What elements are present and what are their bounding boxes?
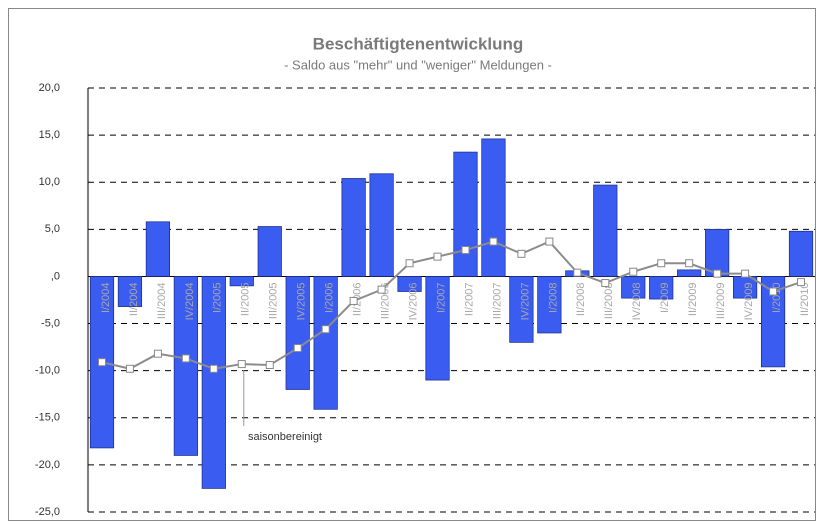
line-marker	[489, 237, 498, 246]
line-marker	[237, 360, 246, 369]
x-tick-label: III/2007	[491, 282, 503, 319]
bar	[201, 276, 226, 489]
bar	[509, 276, 534, 343]
x-tick-label: III/2009	[715, 282, 727, 319]
x-tick-label: II/2007	[463, 282, 475, 316]
line-marker	[769, 287, 778, 296]
line-marker	[405, 259, 414, 268]
line	[101, 240, 802, 370]
line-marker	[797, 278, 806, 287]
line-marker	[573, 268, 582, 277]
bar	[705, 228, 730, 277]
bar	[173, 276, 198, 456]
y-tick-label: -5,0	[41, 317, 60, 329]
bar	[425, 276, 450, 381]
line-marker	[377, 285, 386, 294]
bar	[760, 276, 786, 368]
line-marker	[125, 364, 134, 373]
line-marker	[181, 354, 190, 363]
y-tick-label: 15,0	[39, 129, 60, 141]
line-marker	[153, 349, 162, 358]
bar	[257, 226, 282, 277]
line-marker	[685, 259, 694, 268]
y-tick-label: 20,0	[39, 82, 60, 94]
x-tick-label: IV/2008	[631, 282, 643, 320]
bar	[593, 184, 618, 277]
line-marker	[741, 269, 750, 278]
bar	[788, 230, 814, 277]
x-tick-label: II/2005	[240, 282, 252, 316]
x-tick-label: III/2005	[268, 282, 280, 319]
line-marker	[293, 344, 302, 353]
x-tick-label: II/2010	[799, 282, 811, 316]
x-tick-label: I/2008	[547, 282, 559, 313]
line-marker	[433, 252, 442, 261]
annotation: saisonbereinigt	[248, 431, 322, 443]
x-tick-label: II/2004	[128, 282, 140, 316]
x-tick-label: I/2005	[212, 282, 224, 313]
bar	[677, 269, 702, 277]
line-marker	[209, 364, 218, 373]
line-marker	[657, 259, 666, 268]
x-tick-label: II/2009	[687, 282, 699, 316]
x-tick-label: IV/2005	[296, 282, 308, 320]
bar	[313, 276, 338, 410]
x-tick-label: IV/2009	[743, 282, 755, 320]
bar	[621, 276, 646, 299]
y-tick-label: ,0	[51, 270, 60, 282]
chart-title: Beschäftigtenentwicklung	[313, 34, 524, 53]
bar	[145, 221, 170, 277]
bar	[117, 276, 143, 307]
y-tick-label: 5,0	[45, 223, 60, 235]
bar	[229, 276, 254, 287]
line-marker	[97, 358, 106, 367]
line-marker	[461, 246, 470, 255]
x-tick-label: I/2007	[435, 282, 447, 313]
chart-subtitle: - Saldo aus "mehr" und "weniger" Meldung…	[284, 57, 552, 72]
y-tick-label: 10,0	[39, 176, 60, 188]
bar	[369, 173, 394, 277]
y-tick-label: -20,0	[35, 459, 60, 471]
bar	[453, 151, 478, 277]
x-tick-label: IV/2007	[519, 282, 531, 320]
bar	[481, 138, 506, 277]
line-marker	[321, 325, 330, 334]
y-tick-label: -25,0	[35, 506, 60, 518]
line-marker	[601, 279, 610, 288]
x-tick-label: III/2004	[156, 282, 168, 319]
x-tick-label: IV/2006	[407, 282, 419, 320]
x-tick-label: IV/2004	[184, 282, 196, 320]
bar	[649, 276, 674, 300]
x-tick-label: I/2006	[324, 282, 336, 313]
y-tick-label: -10,0	[35, 365, 60, 377]
line-marker	[517, 249, 526, 258]
bar	[397, 276, 422, 292]
x-tick-label: II/2008	[575, 282, 587, 316]
y-tick-label: -15,0	[35, 412, 60, 424]
line-marker	[265, 361, 274, 370]
x-tick-label: I/2010	[771, 282, 783, 313]
x-tick-label: III/2008	[603, 282, 615, 319]
line-marker	[349, 296, 358, 305]
line-marker	[629, 267, 638, 276]
bar	[341, 178, 366, 277]
line-marker	[713, 269, 722, 278]
bar	[537, 276, 562, 334]
bar	[285, 276, 310, 390]
line-marker	[545, 237, 554, 246]
x-tick-label: I/2004	[100, 282, 112, 313]
x-tick-label: I/2009	[659, 282, 671, 313]
